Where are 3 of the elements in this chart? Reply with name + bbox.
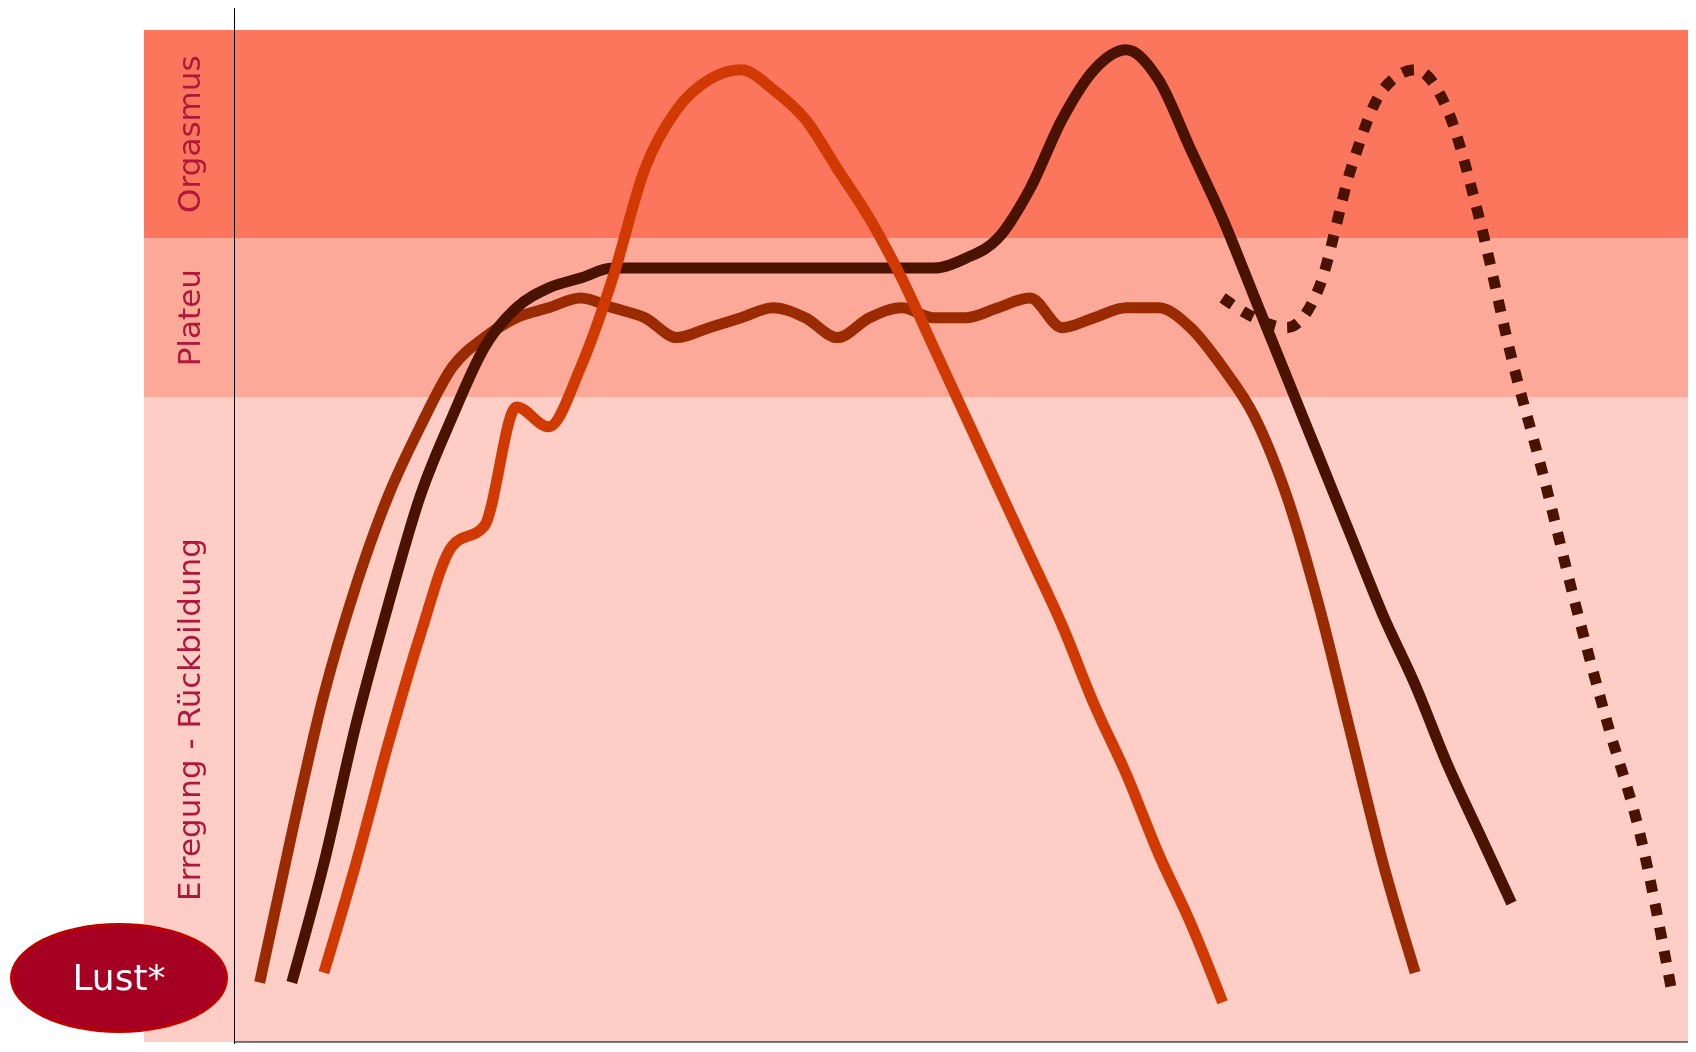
band-label: Erregung - Rückbildung — [171, 538, 207, 901]
band-label: Plateu — [171, 269, 207, 367]
band-label: Orgasmus — [171, 55, 207, 213]
